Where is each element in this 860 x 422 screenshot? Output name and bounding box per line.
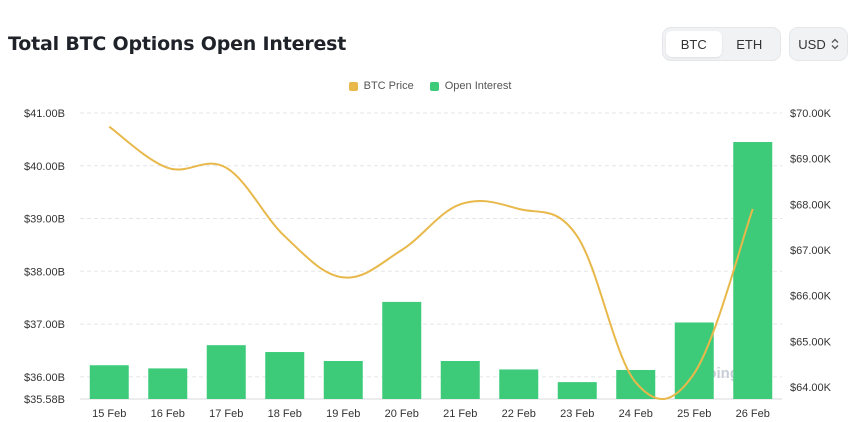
y-right-tick-label: $68.00K — [790, 199, 832, 211]
oi-bar — [674, 322, 714, 399]
x-tick-label: 16 Feb — [151, 408, 185, 420]
oi-bar — [382, 301, 422, 399]
oi-bar — [733, 142, 773, 399]
chart-title: Total BTC Options Open Interest — [8, 33, 347, 55]
x-tick-label: 26 Feb — [736, 408, 770, 420]
legend-swatch-oi — [429, 81, 439, 91]
x-tick-label: 17 Feb — [209, 408, 243, 420]
asset-toggle: BTC ETH — [662, 27, 781, 61]
chart-legend: BTC Price Open Interest — [0, 80, 860, 92]
btc-price-line — [108, 125, 754, 400]
legend-swatch-price — [348, 81, 358, 91]
x-tick-label: 23 Feb — [560, 408, 594, 420]
y-left-tick-label: $38.00B — [24, 266, 65, 278]
x-tick-label: 22 Feb — [502, 408, 536, 420]
x-tick-label: 21 Feb — [443, 408, 477, 420]
legend-item-price[interactable]: BTC Price — [348, 80, 414, 92]
oi-bar — [265, 352, 305, 399]
currency-label: USD — [798, 36, 826, 52]
y-right-tick-label: $69.00K — [790, 154, 832, 166]
y-left-tick-label: $37.00B — [24, 319, 65, 331]
y-right-tick-label: $70.00K — [790, 108, 832, 120]
x-tick-label: 18 Feb — [268, 408, 302, 420]
legend-label-price: BTC Price — [363, 80, 414, 92]
oi-bar — [499, 369, 539, 399]
oi-bar — [440, 361, 480, 399]
oi-bar — [148, 368, 188, 399]
y-left-tick-label: $35.58B — [24, 394, 65, 406]
y-right-tick-label: $66.00K — [790, 291, 832, 303]
y-left-tick-label: $39.00B — [24, 214, 65, 226]
y-right-tick-label: $65.00K — [790, 336, 832, 348]
btc-tab[interactable]: BTC — [666, 31, 722, 57]
x-tick-label: 24 Feb — [619, 408, 653, 420]
chevron-updown-icon — [831, 38, 839, 50]
oi-bar — [89, 365, 129, 399]
y-right-tick-label: $67.00K — [790, 245, 832, 257]
legend-item-oi[interactable]: Open Interest — [429, 80, 512, 92]
y-left-tick-label: $41.00B — [24, 108, 65, 120]
oi-bar — [323, 361, 363, 399]
legend-label-oi: Open Interest — [444, 80, 512, 92]
eth-tab[interactable]: ETH — [736, 36, 763, 52]
y-left-tick-label: $40.00B — [24, 161, 65, 173]
oi-bar — [557, 382, 597, 399]
y-left-tick-label: $36.00B — [24, 372, 65, 384]
x-tick-label: 19 Feb — [326, 408, 360, 420]
x-tick-label: 15 Feb — [92, 408, 126, 420]
x-tick-label: 25 Feb — [677, 408, 711, 420]
oi-bar — [206, 345, 246, 399]
y-right-tick-label: $64.00K — [790, 382, 832, 394]
x-tick-label: 20 Feb — [385, 408, 419, 420]
currency-select[interactable]: USD — [789, 27, 848, 61]
